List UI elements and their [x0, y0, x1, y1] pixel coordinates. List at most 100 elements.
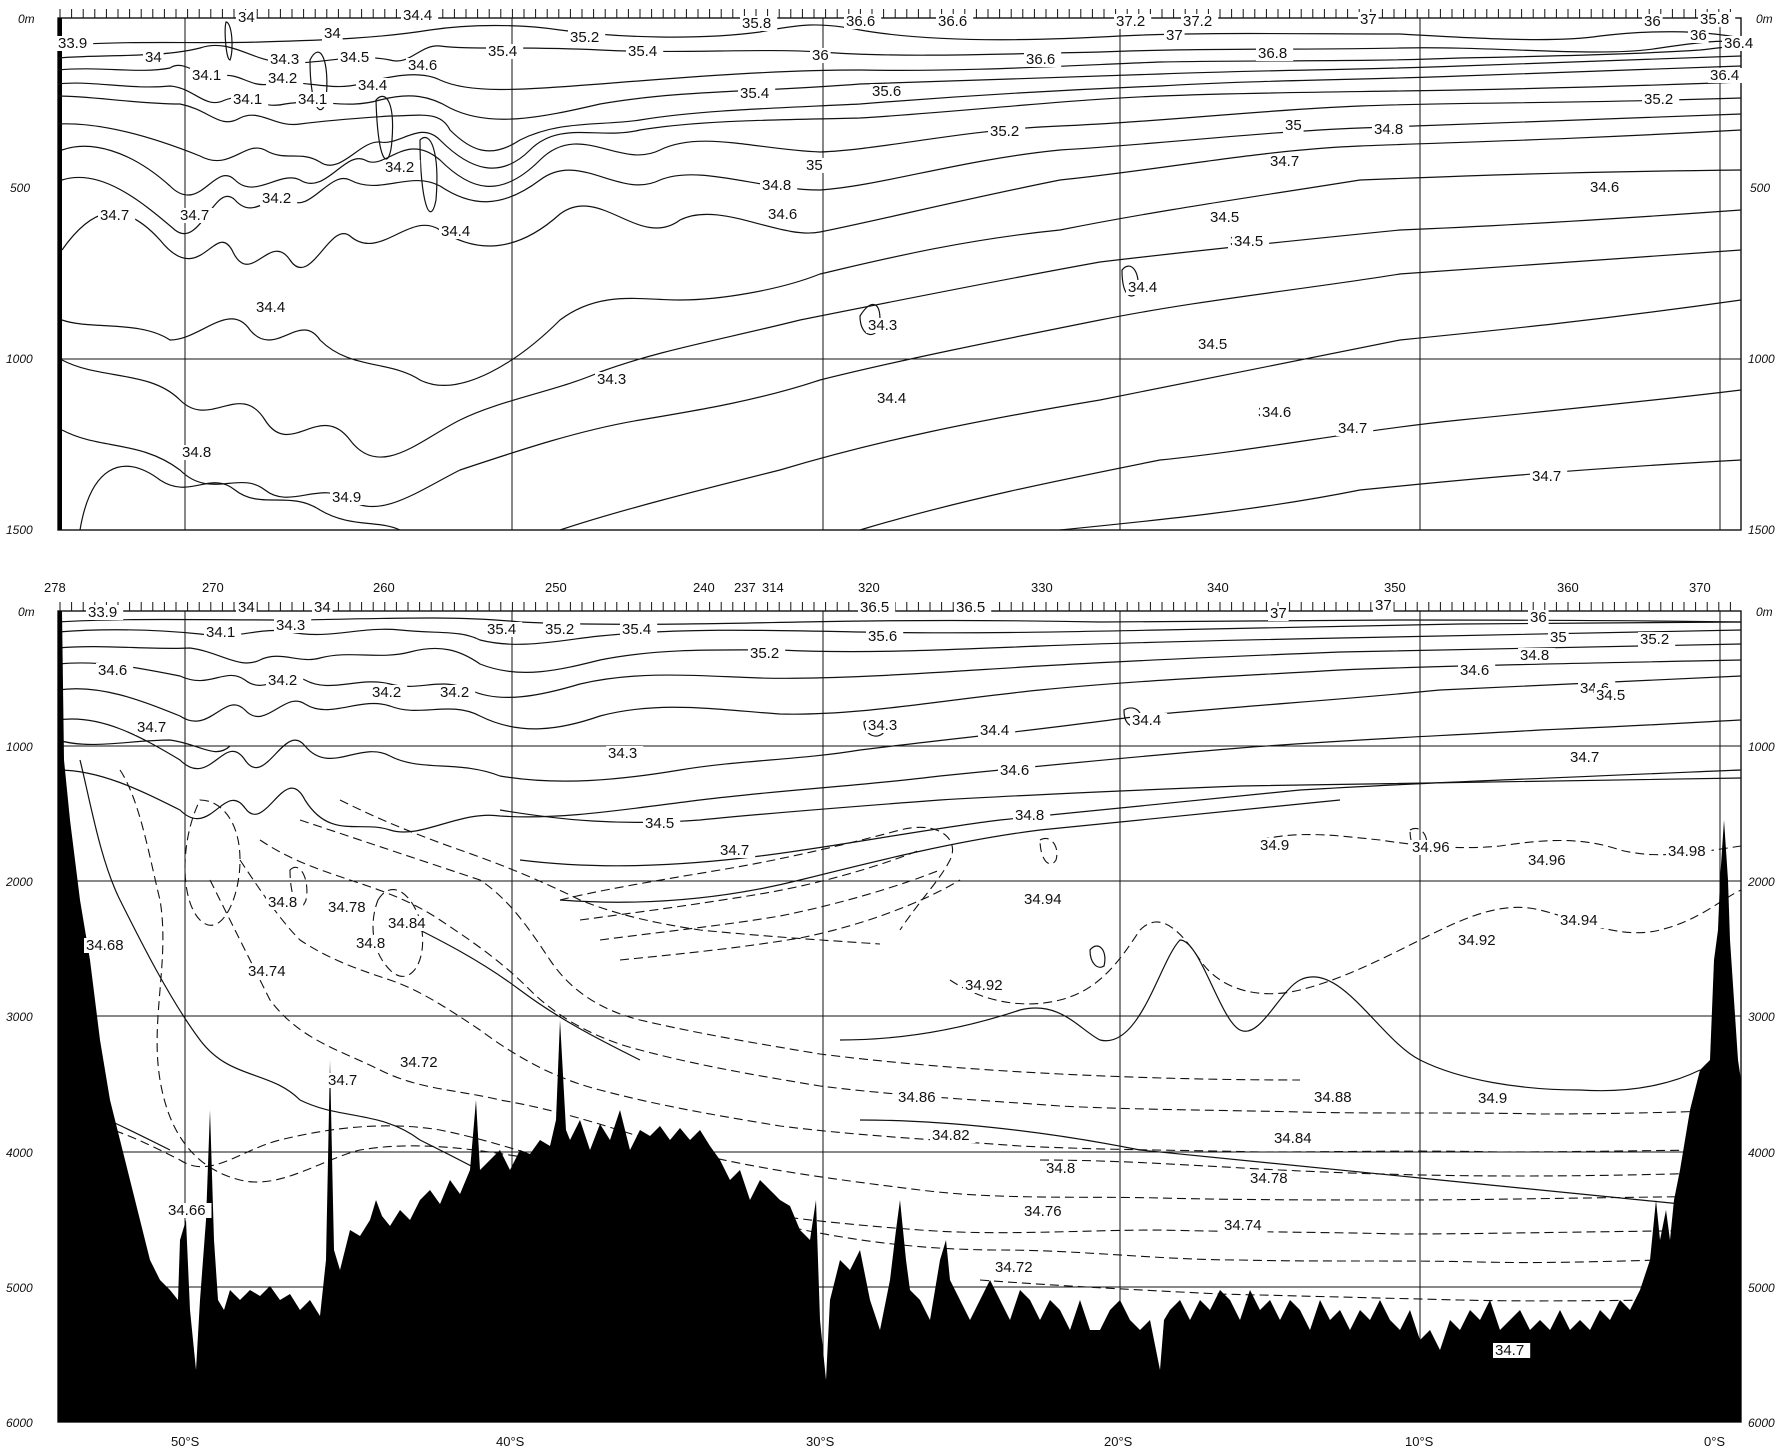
- contour-label: 35.4: [488, 43, 517, 60]
- contour-label-bg: [254, 300, 292, 315]
- contour-label-bg: [748, 646, 786, 661]
- latitude-label: 0°S: [1704, 1434, 1725, 1449]
- station-number-labels: 278 270 260 250 240 237 314 320 330 340 …: [44, 580, 1711, 595]
- lower-depth-label-right: 0m: [1756, 605, 1773, 619]
- contour-label: 34.2: [268, 672, 297, 689]
- contour-label: 34.7: [1532, 468, 1561, 485]
- latitude-label: 40°S: [496, 1434, 525, 1449]
- lower-depth-label-right: 2000: [1747, 875, 1775, 889]
- station-label: 270: [202, 580, 224, 595]
- contour-label-bg: [1548, 630, 1569, 645]
- contour-label: 34.72: [400, 1054, 438, 1071]
- contour-label: 34.4: [256, 299, 285, 316]
- contour-label-bg: [166, 1203, 212, 1218]
- lower-topography: [58, 611, 1741, 1422]
- contour-label: 34.5: [1198, 336, 1227, 353]
- contour-label: 34.1: [298, 91, 327, 108]
- contour-label: 34.6: [1000, 762, 1029, 779]
- upper-depth-label-right: 500: [1750, 181, 1770, 195]
- contour-label-bg: [268, 52, 306, 67]
- contour-label-bg: [810, 48, 831, 63]
- contour-label-bg: [84, 938, 130, 953]
- contour-label-bg: [266, 895, 304, 910]
- contour-label-bg: [1530, 469, 1568, 484]
- contour-label-bg: [1638, 632, 1676, 647]
- contour-label: 34.8: [1015, 807, 1044, 824]
- contour-label-bg: [766, 207, 804, 222]
- contour-label-bg: [1222, 1218, 1268, 1233]
- contour-label-bg: [1022, 892, 1068, 907]
- contour-label: 34.8: [1374, 121, 1403, 138]
- contour-label-bg: [1526, 853, 1572, 868]
- contour-label-bg: [1722, 36, 1760, 51]
- contour-label-bg: [1458, 663, 1496, 678]
- contour-label: 35.2: [1644, 91, 1673, 108]
- lower-depth-label-right: 4000: [1748, 1146, 1775, 1160]
- contour-label: 34.1: [192, 67, 221, 84]
- contour-label-bg: [1283, 118, 1304, 133]
- contour-label: 37.2: [1116, 13, 1145, 30]
- contour-label: 36.4: [1724, 35, 1753, 52]
- contour-label-bg: [266, 71, 304, 86]
- contour-label: 34.5: [645, 815, 674, 832]
- contour-label-bg: [266, 673, 304, 688]
- contour-label: 34.7: [180, 207, 209, 224]
- contour-label: 35.4: [622, 621, 651, 638]
- contour-label-bg: [620, 622, 658, 637]
- contour-label-bg: [401, 8, 439, 23]
- contour-label: 36: [1690, 27, 1707, 44]
- contour-label-bg: [760, 178, 798, 193]
- contour-label: 34.9: [1478, 1090, 1507, 1107]
- upper-panel: 0m 500 1000 1500 0m 500 1000 1500 33.9 34…: [6, 7, 1775, 537]
- contour-label-bg: [190, 68, 228, 83]
- contour-label: 33.9: [58, 35, 87, 52]
- contour-label: 34.5: [1234, 233, 1263, 250]
- contour-label: 34.6: [1262, 404, 1291, 421]
- contour-label: 34.78: [328, 899, 366, 916]
- contour-label: 34: [238, 599, 255, 616]
- lower-depth-axis-left: 0m 1000 2000 3000 4000 5000 6000: [5, 605, 35, 1430]
- lower-solid-contours: [57, 617, 1742, 1211]
- upper-depth-label-right: 0m: [1756, 12, 1773, 26]
- contour-label-bg: [866, 318, 904, 333]
- contour-label: 34.2: [385, 159, 414, 176]
- contour-label: 36.5: [956, 599, 985, 616]
- contour-label-bg: [322, 26, 343, 41]
- contour-label-bg: [326, 900, 372, 915]
- contour-label: 34.6: [768, 206, 797, 223]
- contour-label: 34.74: [248, 963, 286, 980]
- lower-depth-axis-right: 0m 1000 2000 3000 4000 5000 6000: [1747, 605, 1775, 1430]
- contour-label: 34.7: [100, 207, 129, 224]
- contour-label: 34.4: [1128, 279, 1157, 296]
- contour-label-bg: [1528, 610, 1549, 625]
- upper-depth-label: 0m: [18, 12, 35, 26]
- contour-label-bg: [543, 622, 581, 637]
- contour-label-bg: [858, 600, 896, 615]
- contour-label-bg: [96, 663, 134, 678]
- contour-label: 34.84: [1274, 1130, 1312, 1147]
- contour-label: 34.96: [1412, 839, 1450, 856]
- contour-label: 34.7: [720, 842, 749, 859]
- contour-label: 34.5: [340, 49, 369, 66]
- contour-label-bg: [643, 816, 681, 831]
- contour-label-bg: [312, 600, 333, 615]
- lower-depth-label: 6000: [6, 1416, 33, 1430]
- contour-label-bg: [485, 622, 523, 637]
- contour-label: 34.4: [980, 722, 1009, 739]
- contour-label-bg: [870, 84, 908, 99]
- contour-label: 34.2: [372, 684, 401, 701]
- lower-panel: 0m 1000 2000 3000 4000 5000 6000 0m 1000…: [5, 580, 1775, 1449]
- contour-label-bg: [804, 158, 825, 173]
- contour-label-bg: [1130, 713, 1168, 728]
- contour-label: 34: [314, 599, 331, 616]
- contour-label-bg: [963, 978, 1009, 993]
- contour-label-bg: [1708, 68, 1746, 83]
- contour-label: 34.7: [1495, 1342, 1524, 1359]
- contour-label: 33.9: [88, 604, 117, 621]
- contour-label: 35.4: [628, 43, 657, 60]
- contour-label-bg: [98, 208, 136, 223]
- contour-label: 35.8: [1700, 11, 1729, 28]
- contour-label-bg: [1232, 234, 1270, 249]
- contour-label-bg: [296, 92, 334, 107]
- contour-label-bg: [260, 191, 298, 206]
